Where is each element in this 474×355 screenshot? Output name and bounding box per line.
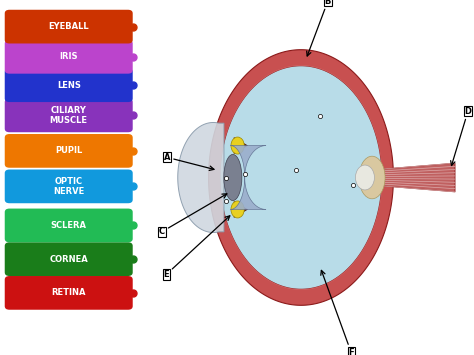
Text: EYEBALL: EYEBALL — [48, 22, 89, 31]
Text: C: C — [159, 194, 227, 236]
Polygon shape — [377, 163, 455, 192]
Text: LENS: LENS — [57, 81, 81, 90]
FancyBboxPatch shape — [5, 208, 133, 242]
Text: B: B — [307, 0, 331, 56]
FancyBboxPatch shape — [5, 276, 133, 310]
Text: OPTIC
NERVE: OPTIC NERVE — [53, 177, 84, 196]
FancyBboxPatch shape — [5, 68, 133, 102]
Polygon shape — [209, 50, 393, 305]
Polygon shape — [220, 66, 382, 289]
Text: F: F — [321, 271, 354, 355]
FancyBboxPatch shape — [5, 242, 133, 276]
Text: CORNEA: CORNEA — [49, 255, 88, 264]
Polygon shape — [230, 146, 266, 209]
Polygon shape — [220, 66, 382, 289]
Ellipse shape — [224, 154, 242, 201]
Ellipse shape — [231, 137, 244, 154]
Polygon shape — [234, 201, 248, 218]
Ellipse shape — [231, 201, 244, 218]
Text: SCLERA: SCLERA — [51, 221, 87, 230]
Polygon shape — [219, 65, 383, 290]
FancyBboxPatch shape — [5, 98, 133, 132]
Text: RETINA: RETINA — [52, 288, 86, 297]
Ellipse shape — [356, 165, 374, 190]
Text: D: D — [451, 106, 472, 165]
FancyBboxPatch shape — [5, 40, 133, 74]
FancyBboxPatch shape — [5, 134, 133, 168]
Polygon shape — [234, 137, 248, 154]
Ellipse shape — [359, 156, 385, 199]
Text: IRIS: IRIS — [59, 52, 78, 61]
Text: E: E — [164, 216, 230, 279]
Text: CILIARY
MUSCLE: CILIARY MUSCLE — [50, 106, 88, 125]
Text: PUPIL: PUPIL — [55, 146, 82, 155]
FancyBboxPatch shape — [5, 170, 133, 203]
Polygon shape — [178, 122, 224, 233]
FancyBboxPatch shape — [5, 10, 133, 43]
Text: A: A — [164, 153, 214, 170]
